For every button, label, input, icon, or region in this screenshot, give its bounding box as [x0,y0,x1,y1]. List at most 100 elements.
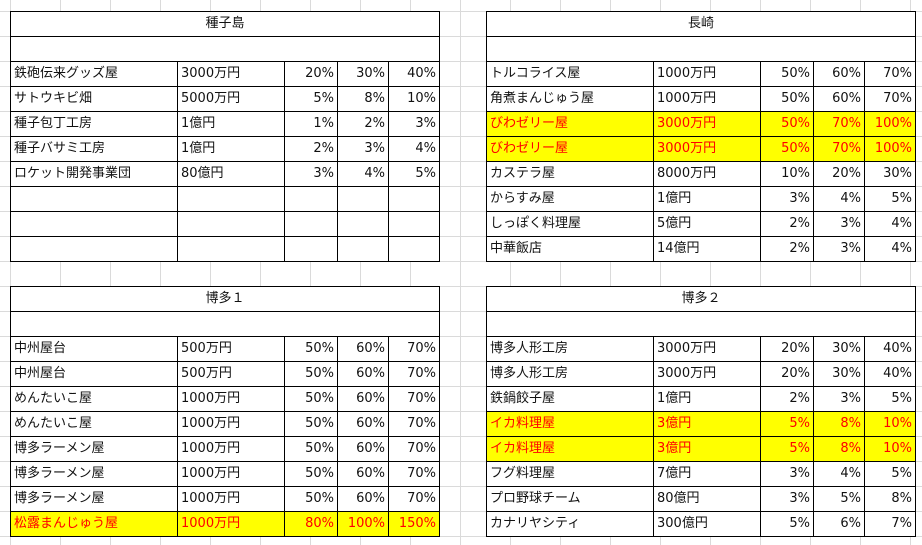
cell-name[interactable]: トルコライス屋 [486,61,654,87]
cell-name[interactable] [10,236,178,262]
cell-rate-1[interactable]: 2% [284,136,338,162]
cell-rate-1[interactable]: 50% [284,411,338,437]
cell-rate-3[interactable]: 70% [388,486,440,512]
cell-price[interactable]: 1億円 [653,186,761,212]
cell-rate-3[interactable]: 4% [388,136,440,162]
cell-name[interactable]: 種子バサミ工房 [10,136,178,162]
cell-rate-2[interactable]: 60% [337,486,389,512]
cell-rate-2[interactable]: 30% [337,61,389,87]
cell-rate-2[interactable]: 8% [813,436,865,462]
cell-rate-1[interactable]: 5% [284,86,338,112]
cell-name[interactable]: 博多ラーメン屋 [10,461,178,487]
cell-rate-1[interactable]: 20% [284,61,338,87]
cell-name[interactable]: カステラ屋 [486,161,654,187]
cell-rate-3[interactable]: 5% [864,186,916,212]
cell-rate-2[interactable]: 60% [813,61,865,87]
cell-price[interactable]: 1000万円 [177,411,285,437]
cell-rate-2[interactable]: 60% [337,386,389,412]
cell-rate-1[interactable]: 50% [760,61,814,87]
cell-rate-1[interactable]: 3% [284,161,338,187]
cell-name[interactable]: 種子包丁工房 [10,111,178,137]
cell-rate-2[interactable]: 60% [337,411,389,437]
cell-price[interactable]: 500万円 [177,336,285,362]
cell-rate-3[interactable]: 10% [388,86,440,112]
cell-name[interactable]: プロ野球チーム [486,486,654,512]
cell-name[interactable]: びわゼリー屋 [486,136,654,162]
cell-price[interactable]: 1000万円 [177,436,285,462]
table-title[interactable]: 種子島 [10,11,440,37]
cell-name[interactable]: 博多人形工房 [486,336,654,362]
cell-rate-1[interactable]: 2% [760,211,814,237]
cell-price[interactable]: 80億円 [177,161,285,187]
cell-rate-2[interactable]: 100% [337,511,389,537]
cell-name[interactable]: 松露まんじゅう屋 [10,511,178,537]
cell-rate-1[interactable]: 3% [760,461,814,487]
cell-price[interactable]: 14億円 [653,236,761,262]
table-title[interactable]: 長崎 [486,11,916,37]
cell-price[interactable]: 8000万円 [653,161,761,187]
cell-rate-2[interactable] [337,211,389,237]
cell-rate-3[interactable] [388,236,440,262]
cell-rate-3[interactable]: 40% [864,336,916,362]
cell-rate-1[interactable] [284,211,338,237]
cell-price[interactable]: 3000万円 [177,61,285,87]
cell-rate-2[interactable]: 6% [813,511,865,537]
cell-rate-3[interactable]: 40% [864,361,916,387]
cell-rate-2[interactable]: 60% [337,336,389,362]
cell-name[interactable]: カナリヤシティ [486,511,654,537]
cell-rate-3[interactable]: 70% [388,411,440,437]
cell-rate-1[interactable]: 2% [760,236,814,262]
cell-rate-3[interactable]: 5% [864,461,916,487]
cell-price[interactable]: 1億円 [177,111,285,137]
cell-rate-1[interactable]: 20% [760,361,814,387]
cell-price[interactable]: 3000万円 [653,136,761,162]
cell-rate-2[interactable]: 3% [813,211,865,237]
cell-price[interactable]: 5000万円 [177,86,285,112]
cell-rate-2[interactable]: 3% [813,386,865,412]
cell-name[interactable]: しっぽく料理屋 [486,211,654,237]
table-title[interactable]: 博多２ [486,286,916,312]
cell-rate-1[interactable]: 20% [760,336,814,362]
cell-rate-3[interactable]: 150% [388,511,440,537]
cell-price[interactable]: 3億円 [653,411,761,437]
cell-rate-2[interactable]: 30% [813,336,865,362]
cell-rate-3[interactable]: 5% [864,386,916,412]
cell-rate-1[interactable]: 50% [284,486,338,512]
cell-price[interactable]: 1000万円 [177,386,285,412]
cell-name[interactable]: 中州屋台 [10,336,178,362]
cell-name[interactable]: フグ料理屋 [486,461,654,487]
cell-rate-3[interactable]: 70% [388,436,440,462]
empty-cell[interactable] [486,36,916,62]
cell-rate-3[interactable]: 70% [864,86,916,112]
cell-name[interactable]: めんたいこ屋 [10,386,178,412]
cell-rate-2[interactable]: 60% [813,86,865,112]
cell-rate-3[interactable]: 40% [388,61,440,87]
cell-name[interactable]: サトウキビ畑 [10,86,178,112]
cell-rate-1[interactable]: 50% [760,136,814,162]
cell-rate-2[interactable]: 60% [337,461,389,487]
cell-rate-2[interactable]: 8% [337,86,389,112]
cell-rate-1[interactable] [284,236,338,262]
cell-rate-2[interactable] [337,186,389,212]
cell-rate-1[interactable] [284,186,338,212]
cell-rate-3[interactable]: 3% [388,111,440,137]
cell-rate-1[interactable]: 5% [760,511,814,537]
cell-price[interactable]: 3000万円 [653,111,761,137]
cell-rate-2[interactable]: 60% [337,436,389,462]
cell-price[interactable] [177,236,285,262]
cell-price[interactable]: 80億円 [653,486,761,512]
cell-name[interactable] [10,186,178,212]
cell-rate-3[interactable]: 30% [864,161,916,187]
cell-name[interactable] [10,211,178,237]
cell-rate-1[interactable]: 50% [760,86,814,112]
cell-price[interactable]: 7億円 [653,461,761,487]
empty-cell[interactable] [486,311,916,337]
cell-rate-3[interactable]: 100% [864,136,916,162]
cell-rate-1[interactable]: 80% [284,511,338,537]
cell-rate-1[interactable]: 50% [284,461,338,487]
cell-price[interactable]: 500万円 [177,361,285,387]
cell-name[interactable]: 中華飯店 [486,236,654,262]
empty-cell[interactable] [10,311,440,337]
cell-price[interactable]: 1億円 [653,386,761,412]
cell-rate-1[interactable]: 5% [760,411,814,437]
